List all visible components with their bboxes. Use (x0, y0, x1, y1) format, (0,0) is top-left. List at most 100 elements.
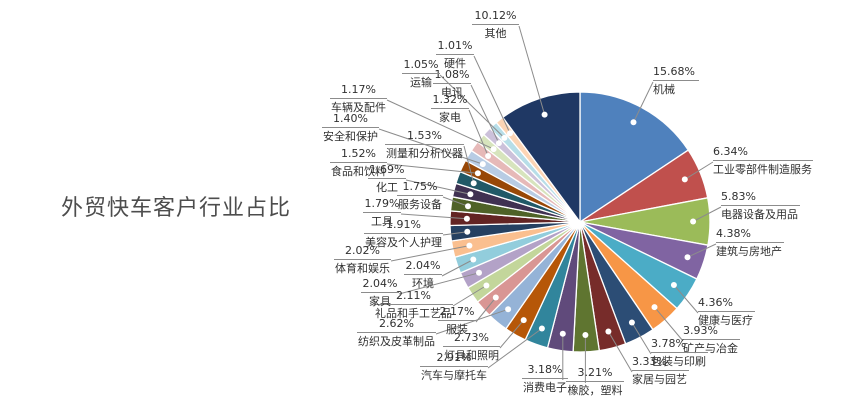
leader-line (390, 245, 470, 262)
slice-label: 1.40% 安全和保护 (322, 112, 379, 143)
leader-line (475, 297, 497, 323)
slice-name: 硬件 (444, 57, 466, 70)
leader-dot (495, 140, 502, 147)
leader-line (633, 81, 654, 123)
slice-percent: 3.21% (566, 366, 624, 382)
leader-dot (492, 294, 499, 301)
pie-slice[interactable] (579, 91, 689, 223)
leader-dot (463, 215, 470, 222)
slice-label: 2.04% 家具 (361, 277, 399, 308)
leader-dot (466, 242, 473, 249)
leader-line (452, 285, 487, 307)
slice-percent: 2.04% (361, 277, 399, 293)
slice-percent: 2.91% (420, 351, 488, 367)
slice-name: 电器设备及用品 (721, 208, 798, 221)
slice-label: 15.68% 机械 (653, 65, 699, 96)
slice-name: 食品和饮料 (331, 165, 386, 178)
slice-percent: 6.34% (713, 145, 813, 161)
leader-line (435, 308, 509, 335)
leader-line (463, 145, 475, 184)
slice-label: 1.52% 食品和饮料 (330, 147, 387, 178)
slice-label: 2.02% 体育和娱乐 (334, 244, 391, 275)
leader-dot (538, 325, 545, 332)
leader-dot (505, 306, 512, 313)
chart-title: 外贸快车客户行业占比 (61, 196, 292, 221)
slice-percent: 3.18% (522, 363, 568, 379)
leader-line (386, 99, 494, 150)
leader-line (442, 231, 468, 236)
leader-dot (470, 180, 477, 187)
leader-dot (464, 228, 471, 235)
slice-label: 3.33% 家居与园艺 (632, 355, 689, 386)
slice-label: 1.01% 硬件 (436, 39, 474, 70)
slice-label: 2.17% 服装 (438, 305, 476, 336)
leader-dot (474, 170, 481, 177)
leader-dot (467, 191, 474, 198)
slice-percent: 10.12% (472, 9, 519, 25)
leader-line (673, 284, 699, 314)
slice-name: 家电 (439, 111, 461, 124)
leader-line (400, 213, 467, 220)
slice-name: 礼品和手工艺品 (375, 307, 452, 320)
slice-name: 汽车与摩托车 (421, 369, 487, 382)
slice-name: 环境 (412, 277, 434, 290)
leader-dot (628, 319, 635, 326)
slice-percent: 1.05% (402, 58, 440, 74)
leader-line (518, 25, 546, 115)
leader-dot (681, 176, 688, 183)
slice-name: 包装与印刷 (651, 355, 706, 368)
slice-percent: 5.83% (721, 190, 800, 206)
leader-line (607, 331, 633, 373)
slice-percent: 1.08% (433, 68, 471, 84)
slice-percent: 2.04% (404, 259, 442, 275)
slice-percent: 2.17% (438, 305, 476, 321)
leader-line (398, 272, 480, 295)
leader-dot (470, 256, 477, 263)
leader-line (473, 55, 511, 134)
slice-name: 矿产与冶金 (683, 342, 738, 355)
slice-name: 健康与医疗 (698, 314, 753, 327)
leader-line (654, 306, 684, 342)
slice-name: 橡胶，塑料 (567, 384, 623, 397)
leader-dot (501, 134, 508, 141)
slice-name: 其他 (484, 27, 507, 40)
leader-line (442, 196, 469, 207)
slice-label: 1.69% 化工 (368, 163, 406, 194)
slice-percent: 1.32% (431, 93, 469, 109)
leader-line (499, 319, 525, 349)
slice-name: 服务设备 (398, 198, 442, 211)
slice-name: 家居与园艺 (632, 373, 687, 386)
slice-name: 安全和保护 (323, 130, 378, 143)
slice-percent: 1.17% (330, 83, 387, 99)
slice-label: 1.05% 运输 (402, 58, 440, 89)
leader-line (405, 179, 471, 195)
slice-percent: 1.40% (322, 112, 379, 128)
leader-dot (483, 282, 490, 289)
leader-line (439, 74, 505, 139)
slice-label: 1.08% 电讯 (433, 68, 471, 99)
slice-label: 2.73% 灯具和照明 (443, 331, 500, 362)
slice-label: 2.11% 礼品和手工艺品 (374, 289, 453, 320)
slice-percent: 1.75% (397, 180, 443, 196)
slice-name: 车辆及配件 (331, 101, 386, 114)
slice-name: 灯具和照明 (444, 349, 499, 362)
slice-percent: 2.73% (443, 331, 500, 347)
slice-name: 服装 (446, 323, 468, 336)
leader-line (441, 259, 474, 277)
leader-dot (485, 153, 492, 159)
slice-label: 1.32% 家电 (431, 93, 469, 124)
leader-dot (651, 304, 658, 311)
slice-label: 6.34% 工业零部件制造服务 (713, 145, 813, 176)
slice-label: 1.79% 工具 (363, 197, 401, 228)
pie-slice[interactable] (502, 91, 581, 223)
slice-percent: 2.02% (334, 244, 391, 260)
leader-line (692, 206, 722, 222)
slice-percent: 2.11% (374, 289, 453, 305)
slice-percent: 1.69% (368, 163, 406, 179)
slice-name: 测量和分析仪器 (386, 147, 463, 160)
slice-label: 3.18% 消费电子 (522, 363, 568, 394)
slice-percent: 3.78% (651, 337, 708, 353)
